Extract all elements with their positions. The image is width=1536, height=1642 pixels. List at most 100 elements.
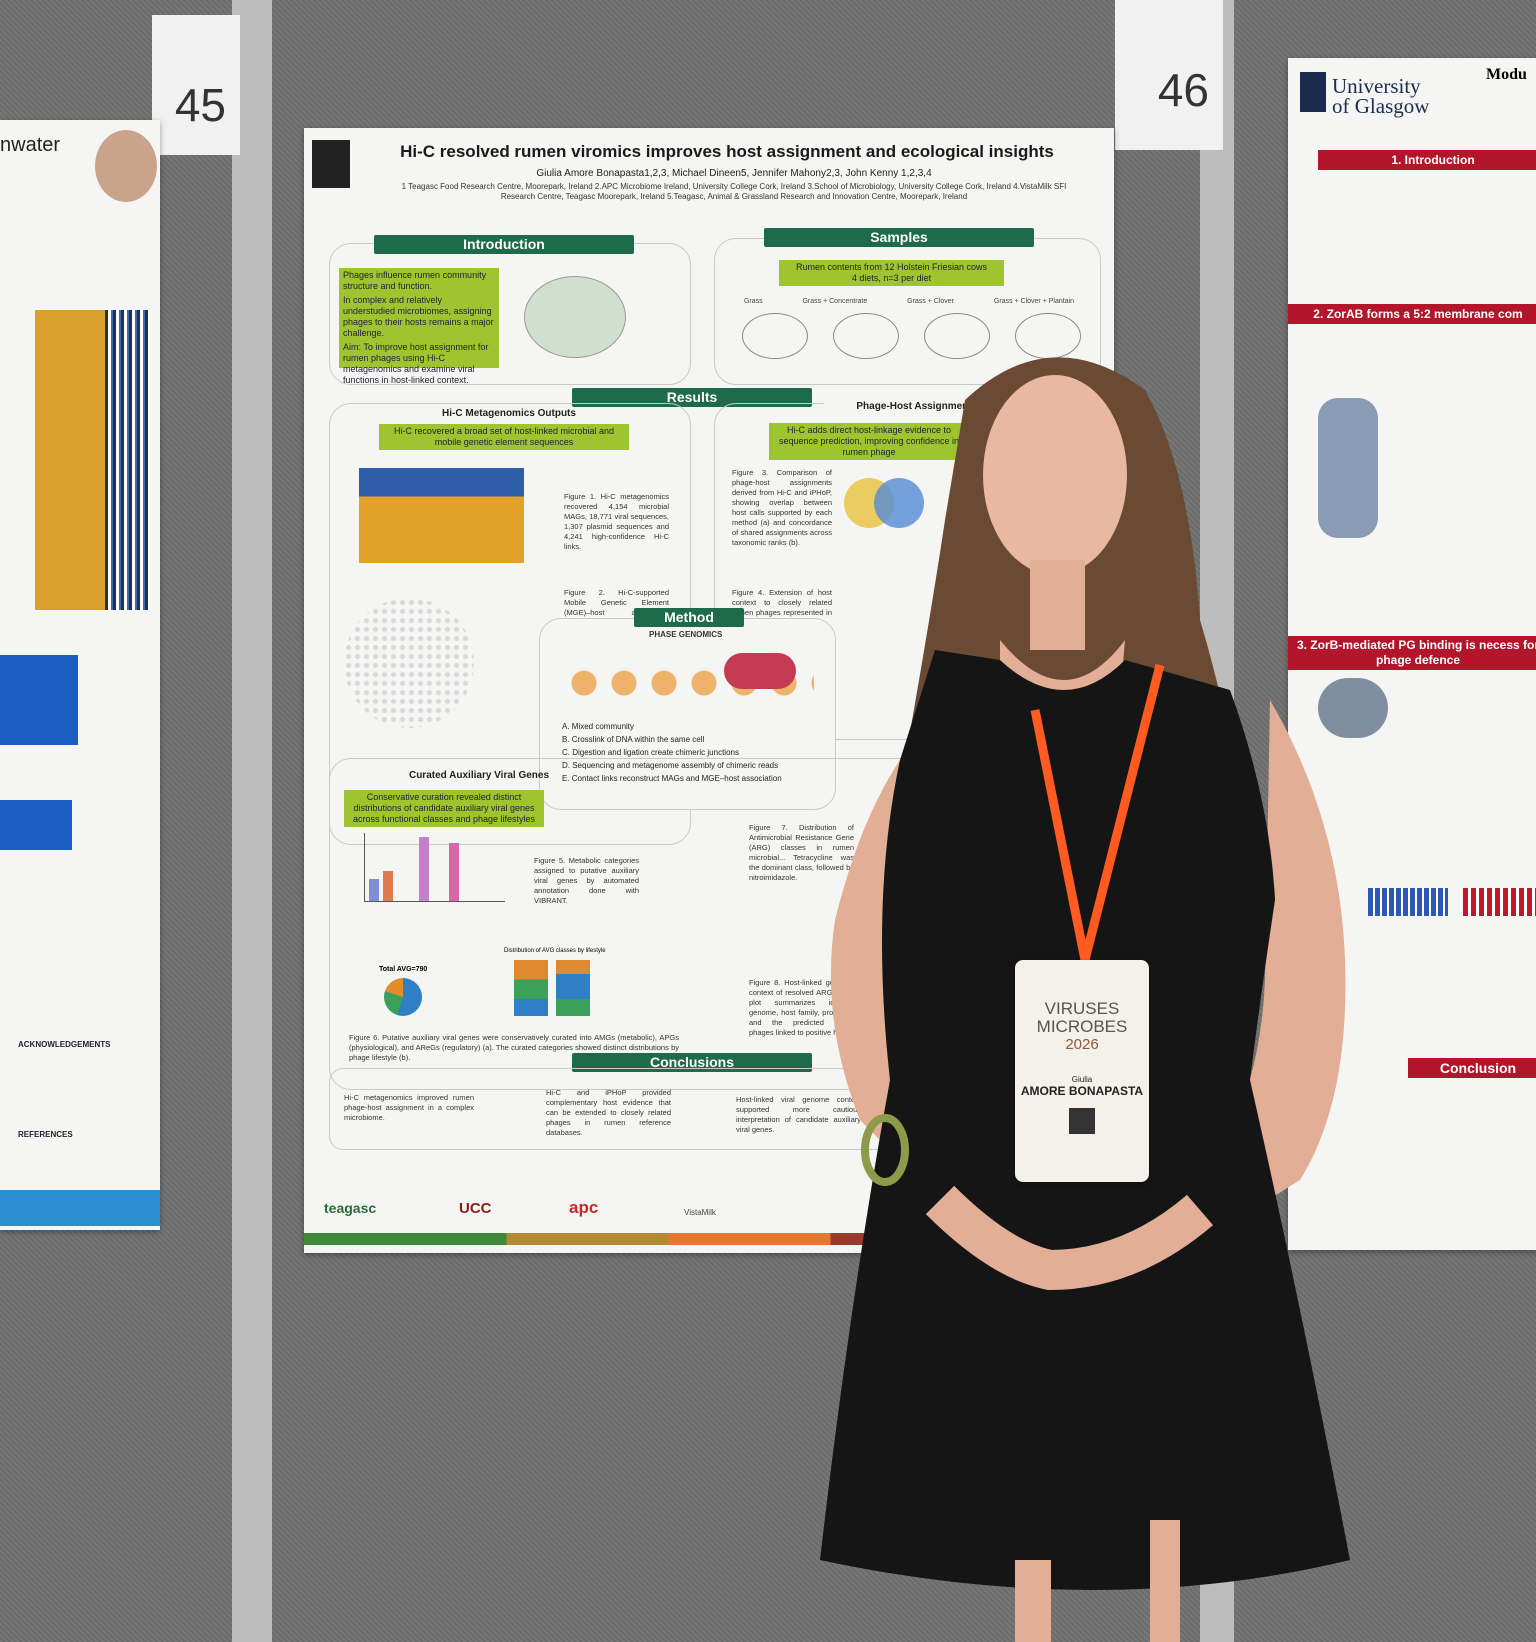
figure: [1463, 888, 1536, 916]
method-step: E. Contact links reconstruct MAGs and MG…: [562, 774, 782, 783]
section-heading: REFERENCES: [18, 1130, 73, 1139]
event-year: 2026: [1065, 1036, 1099, 1053]
illustration: [524, 276, 626, 358]
section-heading: Method: [634, 608, 744, 627]
board-number: 46: [1115, 0, 1223, 150]
diet-list: Grass Grass + Concentrate Grass + Clover…: [724, 298, 1094, 305]
panel: [539, 618, 836, 810]
method-steps: A. Mixed community B. Crosslink of DNA w…: [562, 720, 782, 785]
section-heading: Introduction: [374, 235, 634, 254]
diet-icons: [729, 313, 1094, 359]
figure: [1318, 398, 1378, 538]
method-step: B. Crosslink of DNA within the same cell: [562, 735, 705, 744]
section-heading: 2. ZorAB forms a 5:2 membrane com: [1288, 304, 1536, 324]
method-step: A. Mixed community: [562, 722, 635, 731]
poster-title: Modu: [1486, 66, 1527, 83]
figure-caption: Figure 3. Comparison of phage-host assig…: [732, 468, 832, 547]
intro-text: Phages influence rumen community structu…: [339, 268, 499, 385]
board-number: 45: [152, 15, 240, 155]
event-name: VIRUSES: [1044, 999, 1120, 1018]
diet-label: Grass + Clover + Plantain: [993, 298, 1075, 305]
logo: apc: [569, 1198, 599, 1217]
subsection-heading: Curated Auxiliary Viral Genes: [408, 770, 550, 781]
figure: [35, 310, 105, 610]
section-heading: Conclusion: [1408, 1058, 1536, 1078]
section-heading: Results: [572, 388, 812, 407]
figure-bar: [449, 843, 459, 901]
section-heading: ACKNOWLEDGEMENTS: [18, 1040, 111, 1049]
vendor-logo: PHASE GENOMICS: [649, 630, 723, 639]
section-heading: 3. ZorB-mediated PG binding is necess fo…: [1288, 636, 1536, 670]
portrait: [95, 130, 157, 202]
figure: [105, 310, 150, 610]
neck: [1030, 560, 1085, 650]
intro-point: Aim: To improve host assignment for rume…: [343, 342, 489, 385]
affiliations: 1 Teagasc Food Research Centre, Moorepar…: [401, 182, 1067, 201]
diet-icon: [924, 313, 991, 359]
qr-code: [1069, 1108, 1095, 1134]
hands: [925, 1185, 1214, 1291]
figure: [1368, 888, 1448, 916]
logo: VistaMilk: [684, 1208, 716, 1217]
logo: teagasc: [324, 1200, 377, 1216]
arm: [1200, 700, 1346, 1230]
highlight: Hi-C adds direct host-linkage evidence t…: [769, 423, 969, 460]
bar-figure: [364, 833, 505, 902]
figure-caption: Figure 1. Hi-C metagenomics recovered 4,…: [564, 492, 669, 551]
figure-caption: Figure 8. Host-linked genomic context of…: [749, 978, 854, 1037]
samples-description: Rumen contents from 12 Holstein Friesian…: [795, 262, 988, 272]
conclusion-text: Hi-C and iPHoP provided complementary ho…: [546, 1088, 671, 1137]
section-heading: 1. Introduction: [1318, 150, 1536, 170]
subsection-heading: Phage-Host Assignment: [824, 401, 1004, 412]
surname: AMORE BONAPASTA: [1020, 1084, 1144, 1098]
venn-circle: [874, 478, 924, 528]
poster-title: Hi-C resolved rumen viromics improves ho…: [400, 142, 1054, 161]
intro-point: Phages influence rumen community structu…: [343, 270, 487, 291]
stacked-bar-figure: [359, 468, 524, 563]
intro-point: In complex and relatively understudied m…: [343, 295, 494, 338]
diet-label: Grass: [743, 298, 763, 305]
figure-bar: [419, 837, 429, 901]
network-figure: [344, 598, 474, 728]
method-illustration: [724, 653, 796, 689]
face: [983, 375, 1127, 575]
figure-bar: [383, 871, 393, 901]
samples-design: 4 diets, n=3 per diet: [851, 273, 932, 283]
logo: UCC: [459, 1200, 492, 1217]
stacked-bar: [514, 960, 548, 1016]
samples-text: Rumen contents from 12 Holstein Friesian…: [779, 260, 1004, 286]
bracelet: [861, 1114, 909, 1186]
event-name: MICROBES: [1036, 1017, 1128, 1036]
diet-icon: [832, 313, 899, 359]
first-name: Giulia: [1071, 1075, 1093, 1084]
stacked-bar: [556, 960, 590, 1016]
method-step: D. Sequencing and metagenome assembly of…: [562, 761, 779, 770]
method-step: C. Digestion and ligation create chimeri…: [562, 748, 739, 757]
authors: Giulia Amore Bonapasta1,2,3, Michael Din…: [536, 168, 932, 179]
pie-figure: [384, 978, 422, 1016]
section-heading: Samples: [764, 228, 1034, 247]
chart-title: Total AVG=790: [379, 966, 428, 973]
chart-title: Distribution of AVG classes by lifestyle: [504, 948, 606, 954]
poster-title: nwater: [0, 134, 61, 156]
board-post: [232, 0, 272, 1642]
leg: [1150, 1520, 1180, 1642]
footer-band: [0, 1190, 160, 1226]
university-name: University of Glasgow: [1332, 74, 1430, 118]
diet-label: Grass + Clover: [907, 298, 955, 305]
left-poster: nwater ACKNOWLEDGEMENTS REFERENCES: [0, 120, 160, 1230]
figure-caption: Figure 7. Distribution of Antimicrobial …: [749, 823, 854, 882]
crest: [1300, 72, 1326, 112]
figure: [0, 655, 78, 745]
conclusion-text: Hi-C metagenomics improved rumen phage-h…: [344, 1093, 474, 1122]
section-heading: Conclusions: [572, 1053, 812, 1072]
conclusion-text: Host-linked viral genome context support…: [736, 1095, 861, 1134]
figure-caption: Figure 5. Metabolic categories assigned …: [534, 856, 639, 905]
diet-icon: [741, 313, 808, 359]
figure-caption: Figure 6. Putative auxiliary viral genes…: [349, 1033, 679, 1062]
name-badge: VIRUSES MICROBES 2026 Giulia AMORE BONAP…: [1015, 960, 1149, 1182]
diet-label: Grass + Concentrate: [802, 298, 868, 305]
highlight: Hi-C recovered a broad set of host-linke…: [379, 424, 629, 450]
